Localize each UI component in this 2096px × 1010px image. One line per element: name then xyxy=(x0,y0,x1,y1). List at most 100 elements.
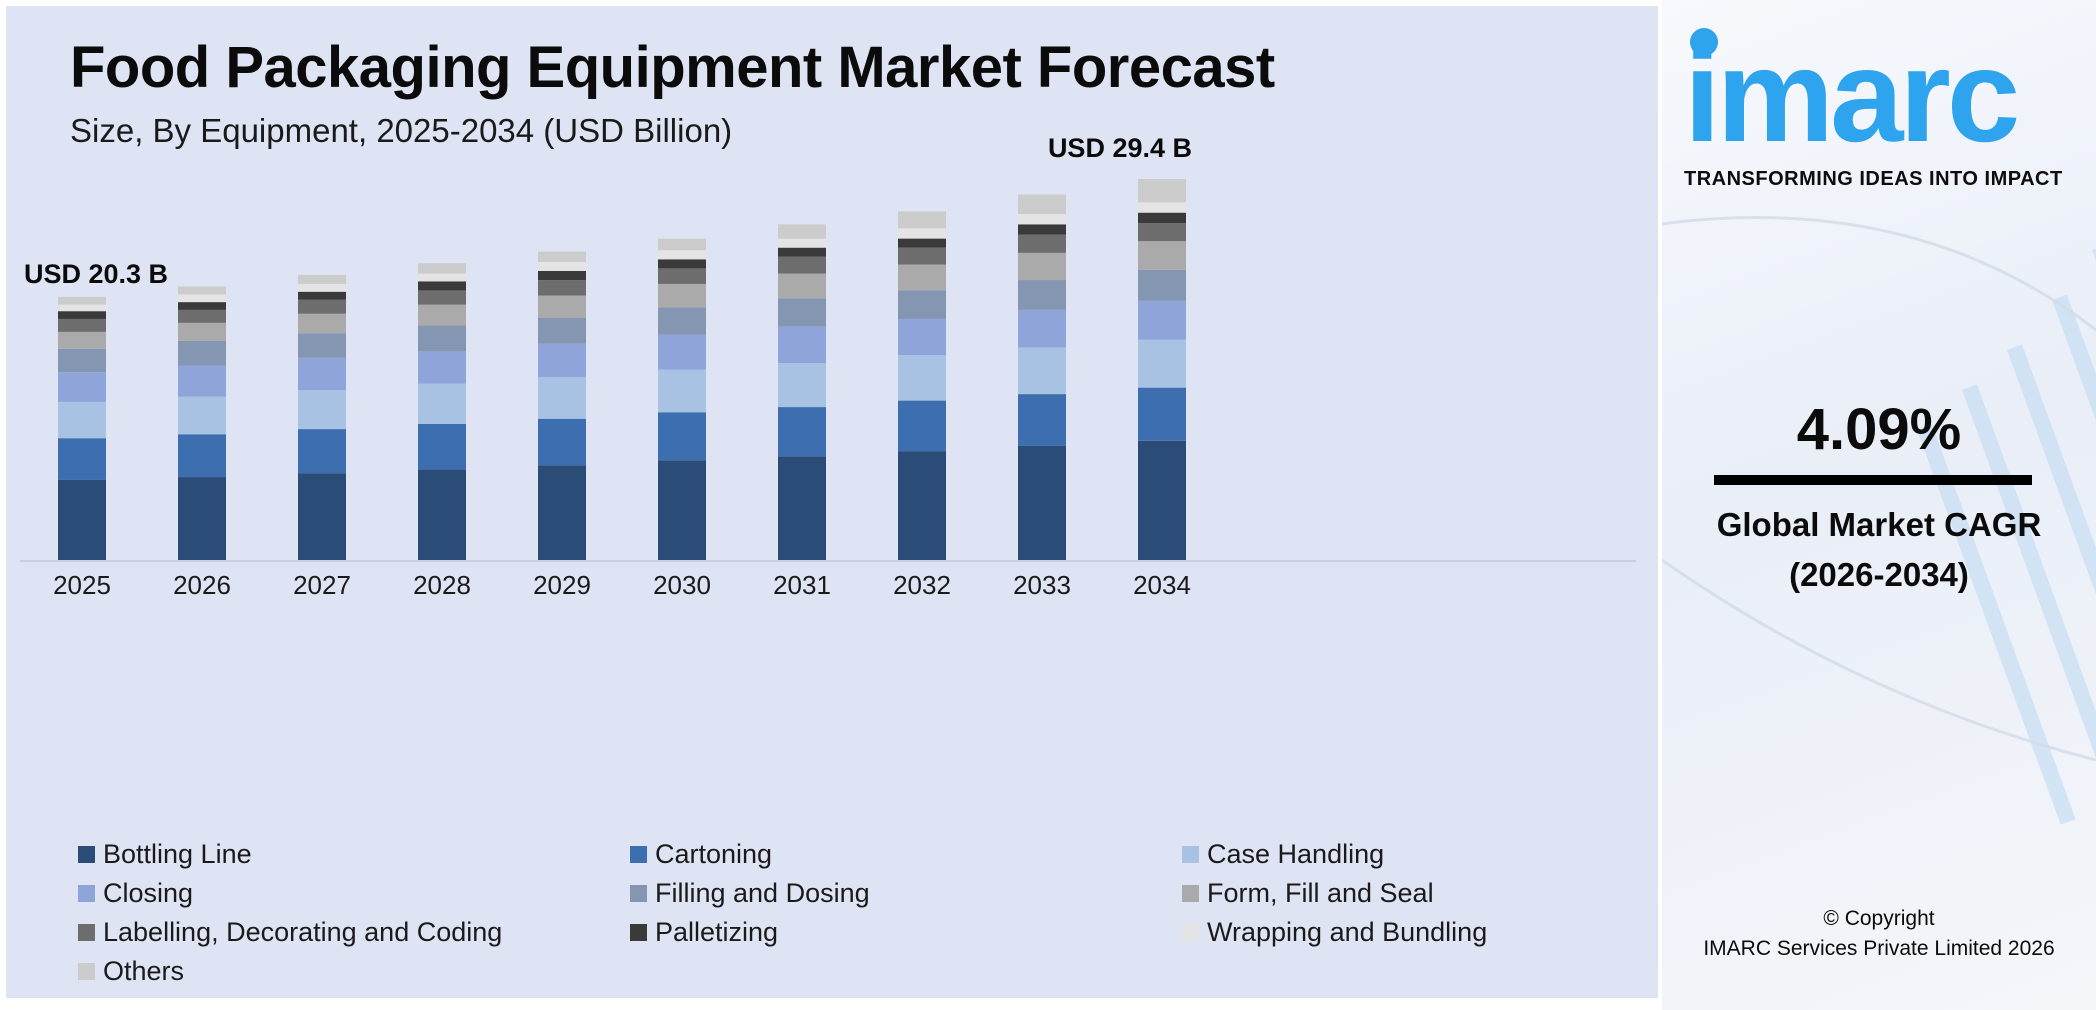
bar-segment-2026-8 xyxy=(178,294,226,303)
x-tick-label-2031: 2031 xyxy=(773,570,831,600)
legend-item-2: Case Handling xyxy=(1182,836,1384,872)
data-label-2025: USD 20.3 B xyxy=(24,259,168,289)
bar-segment-2033-4 xyxy=(1018,280,1066,310)
bar-segment-2032-7 xyxy=(898,238,946,248)
legend-swatch xyxy=(78,884,95,902)
bar-segment-2033-9 xyxy=(1018,194,1066,214)
bar-segment-2032-6 xyxy=(898,247,946,265)
x-tick-label-2025: 2025 xyxy=(53,570,111,600)
bar-segment-2034-4 xyxy=(1138,269,1186,301)
legend-label: Cartoning xyxy=(655,838,773,869)
bar-segment-2033-7 xyxy=(1018,224,1066,235)
legend-label: Wrapping and Bundling xyxy=(1207,916,1488,947)
bar-segment-2027-4 xyxy=(298,333,346,358)
legend-item-1: Cartoning xyxy=(630,836,772,872)
x-tick-label-2032: 2032 xyxy=(893,570,951,600)
bar-segment-2034-7 xyxy=(1138,212,1186,224)
bar-segment-2025-9 xyxy=(58,296,106,305)
bar-segment-2028-3 xyxy=(418,351,466,384)
x-tick-label-2028: 2028 xyxy=(413,570,471,600)
bar-segment-2028-8 xyxy=(418,273,466,282)
bar-segment-2025-4 xyxy=(58,348,106,373)
legend-swatch xyxy=(630,884,647,902)
bar-segment-2026-9 xyxy=(178,286,226,295)
x-tick-label-2033: 2033 xyxy=(1013,570,1071,600)
bar-segment-2031-9 xyxy=(778,224,826,239)
legend-item-9: Others xyxy=(78,953,184,989)
legend-item-6: Labelling, Decorating and Coding xyxy=(78,914,502,950)
x-tick-label-2029: 2029 xyxy=(533,570,591,600)
logo-text: imarc xyxy=(1684,22,2020,169)
legend-label: Others xyxy=(103,955,185,986)
bar-segment-2028-6 xyxy=(418,290,466,305)
bar-segment-2025-7 xyxy=(58,311,106,319)
bar-segment-2030-9 xyxy=(658,238,706,251)
bar-segment-2031-5 xyxy=(778,273,826,299)
legend-item-8: Wrapping and Bundling xyxy=(1182,914,1487,950)
legend-label: Form, Fill and Seal xyxy=(1207,877,1434,908)
bar-segment-2030-0 xyxy=(658,460,706,560)
bar-segment-2029-6 xyxy=(538,280,586,296)
bar-segment-2029-1 xyxy=(538,418,586,466)
bar-segment-2027-2 xyxy=(298,390,346,430)
bar-segment-2030-3 xyxy=(658,334,706,370)
bar-segment-2033-0 xyxy=(1018,445,1066,560)
bar-segment-2026-3 xyxy=(178,365,226,397)
legend-swatch xyxy=(1182,884,1199,902)
bar-segment-2032-0 xyxy=(898,451,946,560)
bar-segment-2025-0 xyxy=(58,479,106,560)
copyright-notice: © Copyright IMARC Services Private Limit… xyxy=(1662,904,2096,965)
chart-panel: Food Packaging Equipment Market Forecast… xyxy=(6,6,1658,998)
bar-segment-2025-5 xyxy=(58,331,106,349)
bar-segment-2027-7 xyxy=(298,291,346,300)
bar-segment-2028-1 xyxy=(418,423,466,470)
bar-segment-2026-4 xyxy=(178,340,226,366)
cagr-label-line2: (2026-2034) xyxy=(1789,555,1969,593)
cagr-label: Global Market CAGR (2026-2034) xyxy=(1662,500,2096,599)
legend-label: Filling and Dosing xyxy=(655,877,870,908)
bar-segment-2027-6 xyxy=(298,299,346,314)
legend-label: Palletizing xyxy=(655,916,779,947)
bar-segment-2030-1 xyxy=(658,412,706,461)
chart-subtitle: Size, By Equipment, 2025-2034 (USD Billi… xyxy=(70,112,733,149)
bar-segment-2028-0 xyxy=(418,469,466,560)
bar-segment-2034-2 xyxy=(1138,339,1186,388)
legend-item-4: Filling and Dosing xyxy=(630,875,870,911)
imarc-logo: imarc xyxy=(1684,22,2084,169)
legend-label: Case Handling xyxy=(1207,838,1385,869)
bar-segment-2029-4 xyxy=(538,317,586,344)
bar-segment-2033-1 xyxy=(1018,394,1066,446)
bar-segment-2028-9 xyxy=(418,263,466,274)
logo-tagline: TRANSFORMING IDEAS INTO IMPACT xyxy=(1684,168,2063,190)
bar-segment-2028-7 xyxy=(418,281,466,291)
legend-swatch xyxy=(78,923,95,941)
bar-segment-2025-3 xyxy=(58,372,106,402)
bar-segment-2030-5 xyxy=(658,283,706,308)
bar-segment-2029-8 xyxy=(538,261,586,271)
bar-segment-2033-6 xyxy=(1018,234,1066,253)
bar-segment-2027-3 xyxy=(298,357,346,391)
bar-segment-2027-9 xyxy=(298,274,346,284)
bar-segment-2032-2 xyxy=(898,355,946,401)
bar-segment-2026-0 xyxy=(178,477,226,560)
legend-swatch xyxy=(1182,923,1199,941)
legend-swatch xyxy=(630,923,647,941)
x-tick-label-2027: 2027 xyxy=(293,570,351,600)
bar-segment-2033-8 xyxy=(1018,213,1066,225)
bar-segment-2031-2 xyxy=(778,363,826,408)
bar-segment-2034-1 xyxy=(1138,387,1186,441)
legend-swatch xyxy=(630,845,647,863)
legend-label: Labelling, Decorating and Coding xyxy=(103,916,503,947)
bar-segment-2031-0 xyxy=(778,456,826,560)
data-label-2034: USD 29.4 B xyxy=(1048,133,1192,163)
legend-item-7: Palletizing xyxy=(630,914,778,950)
bar-segment-2031-4 xyxy=(778,298,826,327)
decorative-background-graphic xyxy=(1662,216,2096,825)
legend-swatch xyxy=(78,845,95,863)
bar-segment-2029-9 xyxy=(538,251,586,262)
bar-segment-2031-1 xyxy=(778,407,826,457)
logo-dot-icon xyxy=(1690,28,1718,56)
bar-segment-2026-5 xyxy=(178,322,226,341)
bar-segment-2034-8 xyxy=(1138,202,1186,213)
bar-segment-2025-1 xyxy=(58,438,106,480)
